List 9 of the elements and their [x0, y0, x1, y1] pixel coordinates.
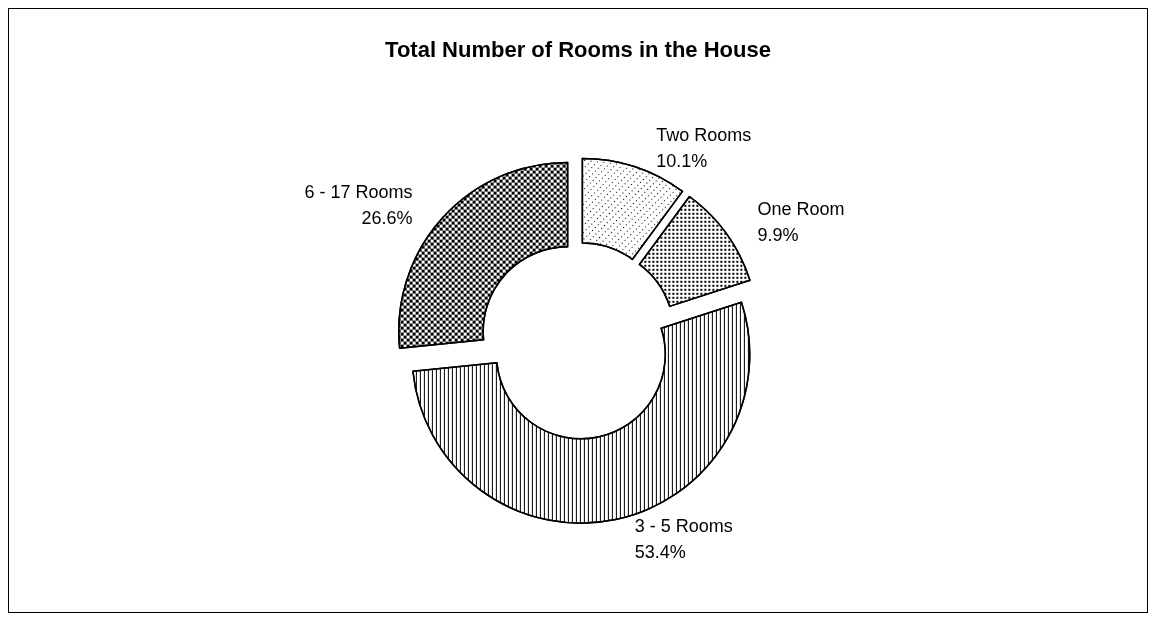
- chart-title: Total Number of Rooms in the House: [385, 36, 771, 62]
- slice-label: One Room: [757, 198, 845, 219]
- slice-label: Two Rooms: [656, 124, 752, 145]
- slice-label: 6 - 17 Rooms: [304, 181, 413, 202]
- data-label: 10.1%: [656, 150, 708, 171]
- data-label: 53.4%: [634, 542, 686, 563]
- data-label: 9.9%: [757, 224, 799, 245]
- slice-label: 3 - 5 Rooms: [634, 516, 733, 537]
- data-label: 26.6%: [361, 207, 413, 228]
